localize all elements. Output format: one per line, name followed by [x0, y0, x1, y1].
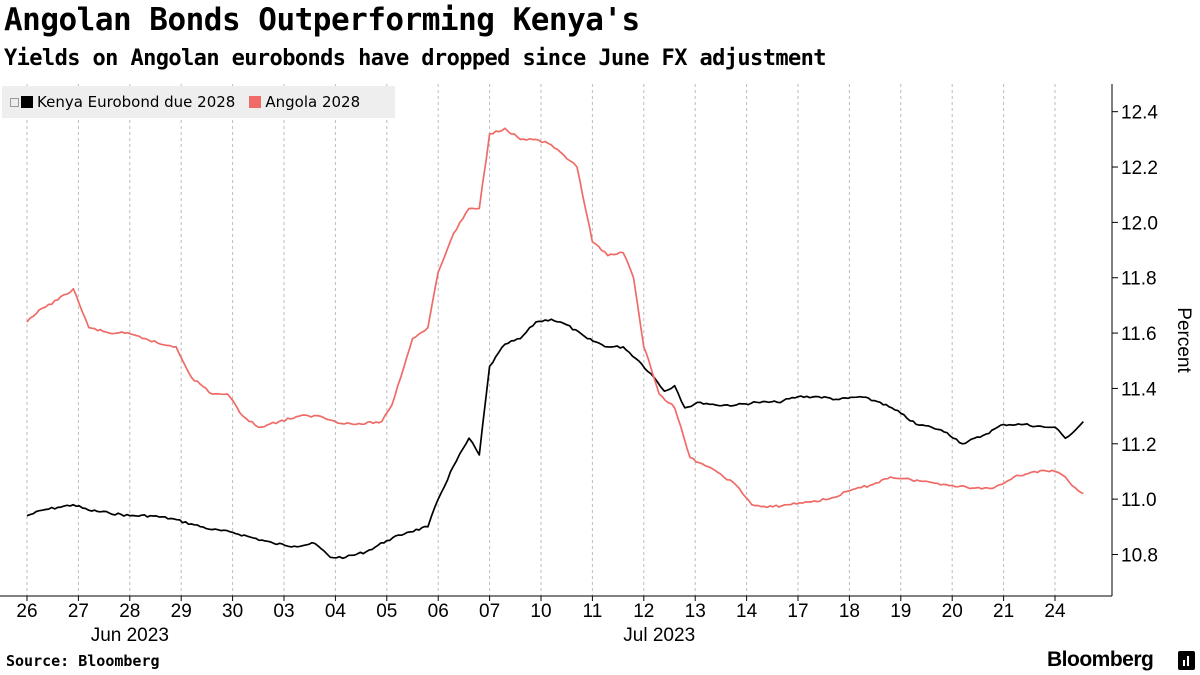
kenya-series-line [26, 318, 1084, 560]
x-tick-label: 10 [530, 601, 551, 622]
line-chart: 10.811.011.211.411.611.812.012.212.4 26 2… [0, 84, 1194, 646]
y-tick-label: 11.6 [1121, 324, 1157, 345]
x-month-label: Jun 2023 [91, 625, 169, 646]
y-tick-label: 12.4 [1121, 103, 1158, 124]
series-lines [26, 127, 1084, 560]
legend: Kenya Eurobond due 2028 Angola 2028 [2, 86, 395, 118]
legend-label-angola: Angola 2028 [265, 93, 361, 111]
bloomberg-icon [1178, 651, 1195, 670]
x-tick-label: 27 [68, 601, 89, 622]
brand-logo: Bloomberg [1047, 648, 1154, 671]
x-tick-label: 19 [890, 601, 911, 622]
x-tick-label: 17 [787, 601, 808, 622]
angola-series-line [26, 127, 1084, 509]
x-tick-label: 26 [16, 601, 37, 622]
x-tick-label: 28 [119, 601, 140, 622]
legend-item-angola[interactable]: Angola 2028 [249, 93, 360, 111]
x-tick-label: 06 [428, 601, 449, 622]
y-tick-label: 11.0 [1121, 490, 1157, 511]
y-tick-label: 11.8 [1121, 269, 1157, 290]
x-tick-label: 03 [273, 601, 294, 622]
x-tick-label: 20 [942, 601, 963, 622]
x-tick-label: 18 [839, 601, 860, 622]
x-tick-label: 07 [479, 601, 500, 622]
x-tick-label: 13 [685, 601, 706, 622]
legend-label-kenya: Kenya Eurobond due 2028 [37, 93, 236, 111]
chart-title: Angolan Bonds Outperforming Kenya's [4, 2, 640, 38]
x-tick-labels: 26 27 28 29 30 03 04 05 06 07 10 11 12 13 14 17 18 19 20 21… [16, 601, 1066, 646]
legend-swatch-angola [249, 96, 262, 108]
y-axis-label: Percent [1173, 307, 1194, 373]
source-note: Source: Bloomberg [6, 652, 160, 670]
y-tick-label: 12.0 [1121, 213, 1158, 234]
x-month-label: Jul 2023 [623, 625, 695, 646]
legend-expand-icon[interactable] [10, 97, 19, 107]
legend-swatch-kenya [21, 96, 33, 108]
axes [0, 84, 1118, 601]
x-tick-label: 05 [376, 601, 397, 622]
y-tick-labels: 10.8 11.0 11.2 11.4 11.6 11.8 12.0 12.2 12.4 [1121, 103, 1158, 567]
x-tick-label: 12 [633, 601, 654, 622]
chart-subtitle: Yields on Angolan eurobonds have dropped… [4, 46, 827, 71]
y-tick-label: 11.4 [1121, 379, 1157, 400]
y-tick-label: 11.2 [1121, 435, 1157, 456]
x-tick-label: 30 [222, 601, 243, 622]
legend-item-kenya[interactable]: Kenya Eurobond due 2028 [21, 93, 235, 111]
x-tick-label: 04 [325, 601, 347, 622]
x-tick-label: 24 [1044, 601, 1066, 622]
x-tick-label: 11 [583, 601, 603, 622]
x-tick-label: 14 [736, 601, 758, 622]
x-tick-label: 21 [993, 601, 1014, 622]
gridlines [26, 84, 1056, 596]
y-tick-label: 10.8 [1121, 545, 1158, 566]
y-tick-label: 12.2 [1121, 158, 1158, 179]
x-tick-label: 29 [171, 601, 192, 622]
